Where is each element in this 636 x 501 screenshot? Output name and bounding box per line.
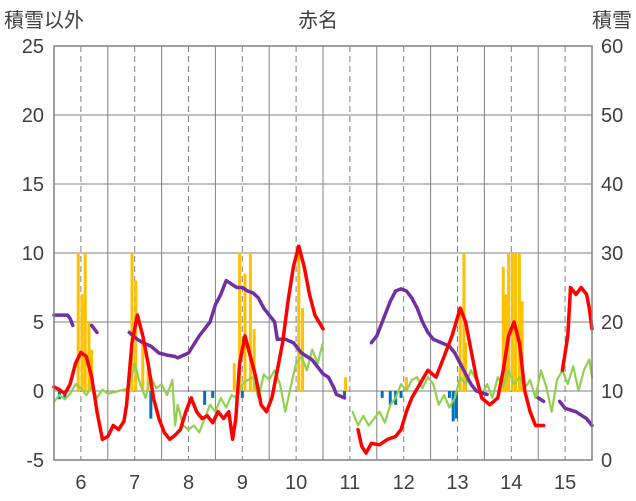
x-tick-label: 8	[183, 472, 194, 494]
left-tick-label: 15	[22, 174, 44, 196]
bar-positive	[76, 253, 80, 391]
left-tick-label: 20	[22, 105, 44, 127]
bar-positive	[141, 342, 145, 391]
bar-positive	[507, 253, 511, 391]
plot-frame	[53, 45, 593, 461]
bar-positive	[517, 253, 521, 391]
bar-positive	[252, 328, 256, 391]
x-tick-label: 13	[446, 472, 468, 494]
bar-negative	[388, 391, 392, 405]
x-tick-label: 10	[285, 472, 307, 494]
bar-positive	[344, 377, 348, 391]
bar-positive	[404, 377, 408, 391]
right-tick-labels: 0 10 20 30 40 50 60	[601, 36, 623, 472]
right-tick-label: 50	[601, 105, 623, 127]
right-tick-label: 40	[601, 174, 623, 196]
bar-positive	[238, 253, 242, 391]
bar-negative	[149, 391, 153, 419]
bar-positive	[297, 253, 301, 391]
bar-negative	[454, 391, 458, 419]
left-tick-labels: -5 0 5 10 15 20 25	[22, 36, 44, 472]
x-tick-label: 7	[129, 472, 140, 494]
left-tick-label: 5	[33, 312, 44, 334]
bar-positive	[301, 308, 305, 391]
series-snow_depth-line	[127, 278, 347, 400]
x-tick-label: 9	[237, 472, 248, 494]
left-tick-label: -5	[26, 450, 44, 472]
left-tick-label: 25	[22, 36, 44, 58]
bar-positive	[130, 253, 134, 391]
right-tick-label: 60	[601, 36, 623, 58]
series-group	[52, 244, 594, 455]
bar-negative	[380, 391, 384, 398]
left-tick-label: 10	[22, 243, 44, 265]
series-temperature-line	[52, 244, 325, 442]
chart-title: 赤名	[298, 8, 338, 32]
bar-positive	[520, 301, 524, 391]
series-snow_depth-line	[536, 396, 546, 404]
bar-positive	[501, 266, 505, 391]
bar-negative	[240, 391, 244, 398]
series-temperature-line	[560, 285, 594, 373]
series-series_green-line	[351, 358, 594, 427]
left-tick-label: 0	[33, 381, 44, 403]
bar-positive	[80, 294, 84, 391]
bar-positive	[232, 363, 236, 391]
series-snow_depth-line	[369, 287, 489, 397]
bar-positive	[243, 273, 247, 391]
right-tick-label: 30	[601, 243, 623, 265]
bar-negative	[451, 391, 455, 422]
series-series_green-line	[52, 341, 325, 434]
x-tick-label: 15	[554, 472, 576, 494]
right-axis-label: 積雪	[592, 8, 632, 32]
left-axis-label: 積雪以外	[4, 8, 84, 32]
series-temperature-line	[356, 306, 546, 455]
bar-negative	[343, 391, 347, 398]
bar-positive	[458, 308, 462, 391]
x-tick-label: 11	[340, 472, 361, 494]
bar-positive	[248, 253, 252, 391]
bar-positive	[464, 342, 468, 391]
bar-negative	[447, 391, 451, 398]
bar-negative	[211, 391, 215, 398]
series-snow_depth-line	[52, 313, 75, 328]
right-tick-label: 10	[601, 381, 623, 403]
bar-positive	[83, 253, 87, 391]
x-tick-label: 14	[500, 472, 522, 494]
right-tick-label: 0	[601, 450, 612, 472]
bar-positive	[87, 322, 91, 391]
bar-negative	[203, 391, 207, 405]
right-tick-label: 20	[601, 312, 623, 334]
bar-positive	[146, 370, 150, 391]
x-tick-label: 12	[393, 472, 415, 494]
bar-negative	[399, 391, 403, 398]
x-tick-labels: 6 7 8 9 10 11 12 13 14 15	[75, 472, 576, 494]
x-tick-label: 6	[75, 472, 86, 494]
series-snow_depth-line	[557, 399, 594, 428]
series-snow_depth-line	[89, 323, 99, 335]
